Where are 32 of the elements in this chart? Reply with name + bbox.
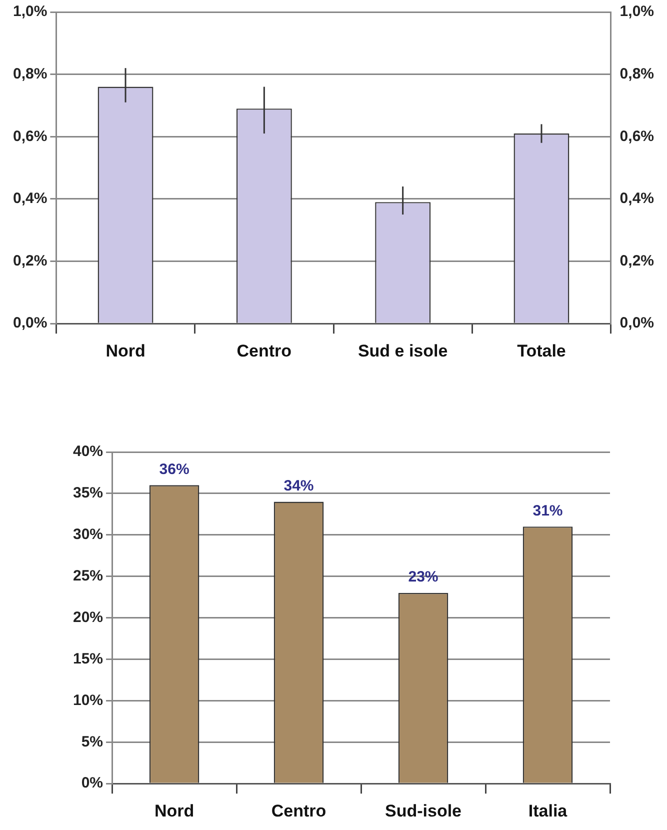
data-label: 36% (159, 460, 190, 478)
data-label: 31% (532, 502, 563, 520)
y-tick-label: 0,2% (12, 252, 48, 270)
y-tick-label: 35% (72, 484, 104, 502)
y2-tick-label: 0,0% (620, 314, 654, 332)
x-tick-label: Sud-isole (385, 801, 462, 820)
y2-tick-label: 0,4% (620, 190, 654, 208)
y-tick-label: 1,0% (12, 3, 48, 20)
x-tick-label: Italia (528, 801, 568, 820)
y2-tick-label: 0,8% (620, 65, 654, 82)
y-tick-label: 25% (72, 567, 104, 584)
y-tick-label: 20% (72, 608, 104, 626)
y-tick-label: 40% (72, 443, 104, 460)
y-tick-label: 10% (72, 692, 104, 709)
x-tick-label: Sud e isole (358, 341, 448, 360)
x-tick-label: Nord (154, 801, 194, 820)
x-tick-label: Centro (236, 341, 292, 360)
y2-tick-label: 0,6% (620, 128, 654, 145)
y-tick-label: 0,4% (12, 190, 48, 208)
x-tick-label: Totale (517, 341, 566, 360)
y-tick-label: 5% (81, 733, 104, 750)
y-tick-label: 0,6% (12, 128, 48, 145)
y2-tick-label: 1,0% (620, 3, 654, 20)
y-tick-label: 15% (72, 650, 104, 668)
y-tick-label: 30% (72, 526, 104, 544)
y-tick-label: 0% (81, 774, 104, 792)
data-label: 34% (284, 477, 314, 494)
y-tick-label: 0,0% (12, 314, 48, 332)
x-tick-label: Centro (271, 801, 326, 820)
y-tick-label: 0,8% (12, 65, 48, 82)
y2-tick-label: 0,2% (620, 252, 654, 270)
x-tick-label: Nord (106, 341, 146, 360)
